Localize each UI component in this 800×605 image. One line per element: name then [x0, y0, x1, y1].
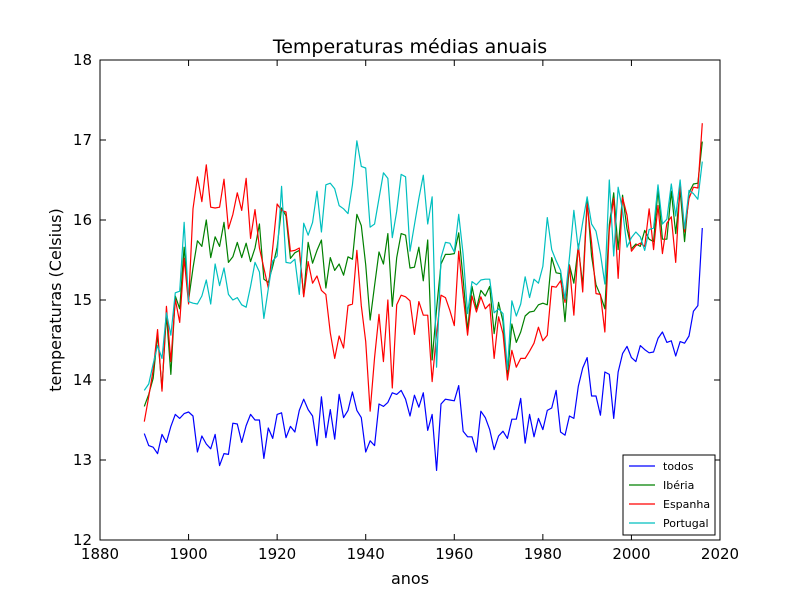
y-tick-label: 18	[73, 51, 92, 69]
series-line-3	[143, 140, 703, 391]
x-tick-label: 1980	[524, 545, 562, 563]
series-line-0	[143, 227, 703, 471]
x-tick-label: 1960	[435, 545, 473, 563]
y-tick-label: 17	[73, 131, 92, 149]
legend-box	[622, 454, 716, 536]
x-axis-label: anos	[391, 569, 429, 588]
series-line-1	[143, 141, 703, 407]
y-tick-label: 15	[73, 291, 92, 309]
y-tick-label: 16	[73, 211, 92, 229]
x-tick-label: 2000	[612, 545, 650, 563]
legend-label-3: Portugal	[663, 517, 709, 530]
chart-title: Temperaturas médias anuais	[272, 36, 547, 58]
x-tick-label: 1880	[81, 545, 119, 563]
y-tick-label: 14	[73, 371, 92, 389]
legend-label-0: todos	[663, 460, 694, 473]
legend-label-2: Espanha	[663, 498, 710, 511]
legend-label-1: Ibéria	[663, 479, 694, 492]
x-tick-label: 1940	[347, 545, 385, 563]
legend: todos Ibéria Espanha Portugal	[622, 454, 716, 536]
y-tick-label: 13	[73, 451, 92, 469]
x-tick-label: 2020	[701, 545, 739, 563]
x-tick-label: 1920	[258, 545, 296, 563]
y-tick-label: 12	[73, 531, 92, 549]
x-tick-label: 1900	[169, 545, 207, 563]
series-line-2	[143, 123, 703, 422]
y-axis-label: temperaturas (Celsius)	[46, 208, 65, 392]
